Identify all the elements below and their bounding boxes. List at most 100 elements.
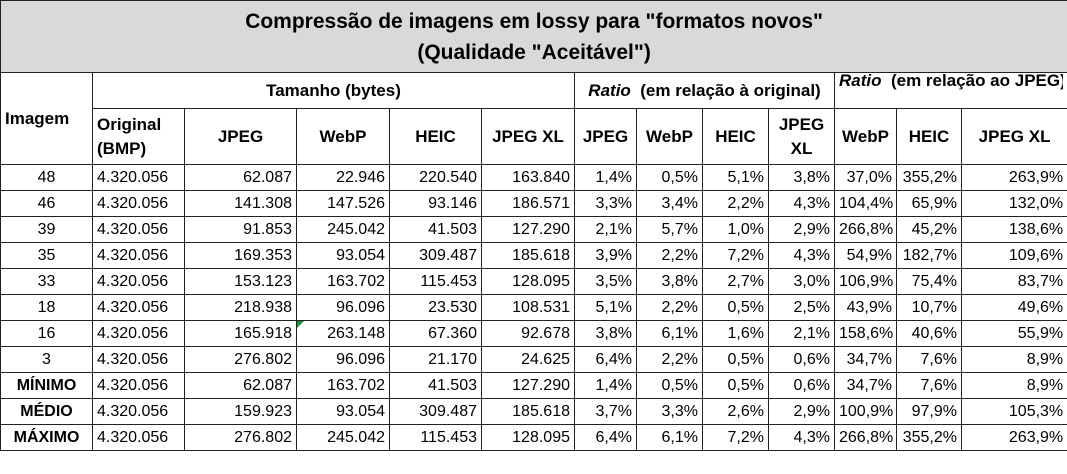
cell-j-webp[interactable]: 100,9% <box>834 398 897 425</box>
cell-r-jpegxl[interactable]: 0,6% <box>768 372 835 399</box>
cell-jpeg[interactable]: 169.353 <box>184 242 297 269</box>
header-original[interactable]: Original (BMP) <box>92 108 185 165</box>
cell-imagem[interactable]: 16 <box>0 320 93 347</box>
cell-original[interactable]: 4.320.056 <box>92 424 185 451</box>
cell-j-heic[interactable]: 7,6% <box>896 346 962 373</box>
cell-j-jpegxl[interactable]: 263,9% <box>960 164 1067 191</box>
cell-jpegxl[interactable]: 108.531 <box>481 294 575 321</box>
cell-r-webp[interactable]: 2,2% <box>636 294 703 321</box>
cell-r-jpeg[interactable]: 3,5% <box>574 268 637 295</box>
cell-jpegxl[interactable]: 128.095 <box>481 424 575 451</box>
cell-r-heic[interactable]: 2,6% <box>702 398 769 425</box>
header-jpegxl-ratio[interactable]: JPEG XL <box>768 108 835 165</box>
cell-r-jpeg[interactable]: 1,4% <box>574 164 637 191</box>
cell-j-heic[interactable]: 75,4% <box>896 268 962 295</box>
header-tamanho[interactable]: Tamanho (bytes) <box>92 72 575 109</box>
table-title[interactable]: Compressão de imagens em lossy para "for… <box>0 0 1067 73</box>
cell-j-webp[interactable]: 37,0% <box>834 164 897 191</box>
cell-r-heic[interactable]: 1,0% <box>702 216 769 243</box>
cell-r-heic[interactable]: 0,5% <box>702 346 769 373</box>
cell-original[interactable]: 4.320.056 <box>92 294 185 321</box>
cell-r-jpegxl[interactable]: 4,3% <box>768 190 835 217</box>
cell-r-webp[interactable]: 3,8% <box>636 268 703 295</box>
cell-webp[interactable]: 263.148 <box>296 320 390 347</box>
cell-webp[interactable]: 163.702 <box>296 268 390 295</box>
cell-jpeg[interactable]: 91.853 <box>184 216 297 243</box>
cell-r-jpegxl[interactable]: 2,9% <box>768 398 835 425</box>
cell-original[interactable]: 4.320.056 <box>92 216 185 243</box>
cell-j-webp[interactable]: 266,8% <box>834 424 897 451</box>
header-webp-size[interactable]: WebP <box>296 108 390 165</box>
cell-r-webp[interactable]: 0,5% <box>636 164 703 191</box>
cell-r-jpeg[interactable]: 6,4% <box>574 346 637 373</box>
cell-r-heic[interactable]: 7,2% <box>702 242 769 269</box>
cell-heic[interactable]: 23.530 <box>389 294 482 321</box>
cell-j-webp[interactable]: 158,6% <box>834 320 897 347</box>
cell-jpegxl[interactable]: 128.095 <box>481 268 575 295</box>
cell-imagem[interactable]: 18 <box>0 294 93 321</box>
cell-imagem[interactable]: MÁXIMO <box>0 424 93 451</box>
cell-jpeg[interactable]: 159.923 <box>184 398 297 425</box>
cell-imagem[interactable]: 33 <box>0 268 93 295</box>
cell-r-heic[interactable]: 7,2% <box>702 424 769 451</box>
cell-webp[interactable]: 93.054 <box>296 398 390 425</box>
cell-r-webp[interactable]: 2,2% <box>636 242 703 269</box>
cell-r-jpeg[interactable]: 1,4% <box>574 372 637 399</box>
cell-jpeg[interactable]: 276.802 <box>184 346 297 373</box>
cell-r-jpegxl[interactable]: 2,5% <box>768 294 835 321</box>
cell-r-heic[interactable]: 5,1% <box>702 164 769 191</box>
cell-webp[interactable]: 245.042 <box>296 424 390 451</box>
cell-original[interactable]: 4.320.056 <box>92 164 185 191</box>
cell-jpegxl[interactable]: 127.290 <box>481 372 575 399</box>
cell-jpeg[interactable]: 62.087 <box>184 164 297 191</box>
header-heic-size[interactable]: HEIC <box>389 108 482 165</box>
cell-heic[interactable]: 115.453 <box>389 424 482 451</box>
cell-r-webp[interactable]: 2,2% <box>636 346 703 373</box>
cell-r-webp[interactable]: 6,1% <box>636 320 703 347</box>
cell-webp[interactable]: 245.042 <box>296 216 390 243</box>
cell-webp[interactable]: 163.702 <box>296 372 390 399</box>
cell-jpegxl[interactable]: 185.618 <box>481 398 575 425</box>
cell-j-heic[interactable]: 97,9% <box>896 398 962 425</box>
cell-j-webp[interactable]: 104,4% <box>834 190 897 217</box>
cell-r-webp[interactable]: 5,7% <box>636 216 703 243</box>
cell-jpegxl[interactable]: 127.290 <box>481 216 575 243</box>
cell-j-webp[interactable]: 54,9% <box>834 242 897 269</box>
header-webp-ratio[interactable]: WebP <box>636 108 703 165</box>
cell-original[interactable]: 4.320.056 <box>92 190 185 217</box>
header-imagem[interactable]: Imagem <box>0 72 93 165</box>
cell-original[interactable]: 4.320.056 <box>92 346 185 373</box>
cell-r-jpeg[interactable]: 3,8% <box>574 320 637 347</box>
cell-heic[interactable]: 21.170 <box>389 346 482 373</box>
cell-jpeg[interactable]: 276.802 <box>184 424 297 451</box>
cell-heic[interactable]: 309.487 <box>389 398 482 425</box>
cell-r-jpegxl[interactable]: 4,3% <box>768 424 835 451</box>
cell-r-jpegxl[interactable]: 2,1% <box>768 320 835 347</box>
cell-j-heic[interactable]: 10,7% <box>896 294 962 321</box>
cell-imagem[interactable]: 46 <box>0 190 93 217</box>
cell-r-jpegxl[interactable]: 0,6% <box>768 346 835 373</box>
cell-original[interactable]: 4.320.056 <box>92 268 185 295</box>
cell-imagem[interactable]: 35 <box>0 242 93 269</box>
cell-imagem[interactable]: MÉDIO <box>0 398 93 425</box>
header-heic-ratio[interactable]: HEIC <box>702 108 769 165</box>
cell-r-jpeg[interactable]: 5,1% <box>574 294 637 321</box>
cell-r-jpeg[interactable]: 3,7% <box>574 398 637 425</box>
cell-heic[interactable]: 309.487 <box>389 242 482 269</box>
cell-jpegxl[interactable]: 185.618 <box>481 242 575 269</box>
cell-j-jpegxl[interactable]: 109,6% <box>960 242 1067 269</box>
cell-r-heic[interactable]: 2,7% <box>702 268 769 295</box>
cell-imagem[interactable]: 39 <box>0 216 93 243</box>
cell-r-heic[interactable]: 0,5% <box>702 372 769 399</box>
cell-jpeg[interactable]: 165.918 <box>184 320 297 347</box>
cell-j-webp[interactable]: 34,7% <box>834 372 897 399</box>
header-heic-vs-jpeg[interactable]: HEIC <box>896 108 962 165</box>
cell-webp[interactable]: 93.054 <box>296 242 390 269</box>
cell-j-jpegxl[interactable]: 55,9% <box>960 320 1067 347</box>
header-jpeg-size[interactable]: JPEG <box>184 108 297 165</box>
cell-r-heic[interactable]: 2,2% <box>702 190 769 217</box>
cell-r-jpeg[interactable]: 3,3% <box>574 190 637 217</box>
cell-jpeg[interactable]: 62.087 <box>184 372 297 399</box>
cell-j-heic[interactable]: 355,2% <box>896 424 962 451</box>
cell-heic[interactable]: 115.453 <box>389 268 482 295</box>
